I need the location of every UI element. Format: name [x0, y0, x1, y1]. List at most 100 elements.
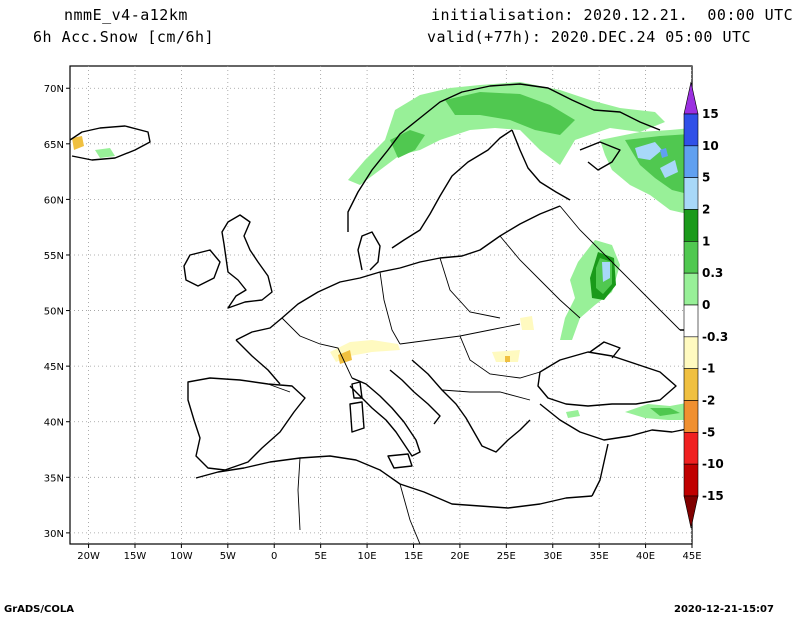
border-russia-west: [559, 205, 681, 331]
init-time: initialisation: 2020.12.21. 00:00 UTC: [431, 6, 794, 24]
lon-tick-label: 10W: [170, 551, 193, 562]
coastlines: [70, 83, 692, 509]
snow-area-scandinavia: [348, 82, 665, 185]
snow-shading: [72, 82, 692, 420]
coast-ireland: [183, 249, 221, 287]
snow-area-kola-top: [660, 148, 668, 158]
coast-great-britain: [221, 214, 273, 309]
colorbar-label: 0: [702, 298, 710, 312]
border-poland-east: [439, 257, 501, 319]
longitude-axis: 20W 15W 10W 5W 0 5E 10E 15E 20E 25E 30E 35E 40E 45E: [77, 544, 702, 562]
coast-sicily: [387, 453, 413, 469]
coast-baltic: [399, 205, 561, 269]
snow-area-kola-high2: [660, 160, 678, 178]
colorbar-segment: [683, 113, 699, 147]
snow-area-alps-neg: [338, 350, 352, 364]
lon-tick-label: 0: [271, 551, 277, 562]
lat-tick-label: 40N: [44, 418, 64, 429]
lat-tick-label: 65N: [44, 140, 64, 151]
coast-denmark: [357, 231, 381, 271]
colorbar-label: -1: [702, 362, 715, 376]
border-germany-poland: [379, 271, 401, 345]
snow-area-turkey: [566, 410, 580, 418]
colorbar-segment: [683, 241, 699, 274]
coast-black-sea: [537, 351, 677, 407]
coast-finland: [511, 129, 571, 201]
lon-tick-label: 10E: [358, 551, 377, 562]
colorbar-label: 15: [702, 107, 719, 121]
lon-tick-label: 15E: [404, 551, 423, 562]
colorbar-label: 5: [702, 171, 710, 185]
lat-tick-label: 60N: [44, 195, 64, 206]
model-name: nmmE_v4-a12km: [64, 6, 188, 24]
colorbar-segment: [683, 400, 699, 433]
lon-tick-label: 5W: [220, 551, 236, 562]
colorbar-arrow-bottom: [683, 495, 699, 529]
border-algeria: [297, 457, 301, 531]
coast-sweden-east: [391, 129, 513, 249]
lon-tick-label: 30E: [543, 551, 562, 562]
field-title: 6h Acc.Snow [cm/6h]: [33, 28, 215, 46]
coast-turkey: [539, 403, 692, 441]
coast-france-north: [235, 267, 401, 341]
lat-tick-label: 45N: [44, 362, 64, 373]
coast-corsica: [351, 381, 363, 399]
colorbar-segment: [683, 304, 699, 338]
colorbar-segment: [683, 272, 699, 306]
snow-area-kola-high: [635, 142, 662, 160]
valid-time: valid(+77h): 2020.DEC.24 05:00 UTC: [427, 28, 752, 46]
snow-area-iceland: [95, 148, 115, 158]
coast-crimea: [589, 341, 621, 359]
lon-tick-label: 40E: [636, 551, 655, 562]
colorbar-label: 2: [702, 203, 710, 217]
latitude-axis: 30N 35N 40N 45N 50N 55N 60N 65N 70N: [44, 84, 70, 540]
colorbar-segment: [683, 463, 699, 497]
lon-tick-label: 45E: [682, 551, 701, 562]
lat-tick-label: 30N: [44, 529, 64, 540]
coast-iceland: [70, 125, 151, 161]
lon-tick-label: 20W: [77, 551, 100, 562]
lon-tick-label: 20E: [450, 551, 469, 562]
lon-tick-label: 15W: [124, 551, 147, 562]
colorbar-label: 1: [702, 234, 710, 248]
colorbar-label: 10: [702, 139, 719, 153]
lon-tick-label: 35E: [590, 551, 609, 562]
colorbar-label: -10: [702, 457, 724, 471]
country-borders: [267, 205, 681, 544]
lat-tick-label: 35N: [44, 473, 64, 484]
coast-balkans: [411, 359, 531, 453]
coast-france-west: [235, 339, 281, 385]
border-balkans: [441, 389, 531, 401]
footer-software: GrADS/COLA: [4, 604, 74, 615]
lat-tick-label: 50N: [44, 307, 64, 318]
snow-area-carpathian: [520, 316, 534, 330]
snow-area-romania-neg: [505, 356, 510, 362]
coast-italy: [349, 377, 421, 457]
colorbar: 15 10 5 2 1 0.3 0 -0.3 -1 -2 -5 -10 -15: [683, 81, 728, 529]
map-frame: [69, 65, 693, 545]
coast-scandinavia: [347, 83, 661, 232]
snow-area-norway: [390, 130, 425, 158]
footer-timestamp: 2020-12-21-15:07: [674, 604, 774, 615]
lat-tick-label: 70N: [44, 84, 64, 95]
lon-tick-label: 25E: [497, 551, 516, 562]
border-france-east: [281, 317, 353, 379]
lon-tick-label: 5E: [314, 551, 327, 562]
coast-white-sea: [579, 141, 621, 171]
colorbar-segment: [683, 336, 699, 369]
coast-north-africa: [195, 455, 593, 509]
snow-area-caucasus-core: [650, 408, 680, 416]
border-spain-france: [267, 383, 291, 393]
colorbar-label: -15: [702, 489, 724, 503]
border-hungary-romania: [459, 335, 541, 379]
colorbar-label: -0.3: [702, 330, 728, 344]
snow-area-iceland-neg: [72, 136, 84, 150]
coast-italy-east: [389, 369, 441, 425]
coast-sardinia: [349, 401, 365, 433]
colorbar-label: -5: [702, 425, 715, 439]
snow-area-russia-max: [602, 262, 610, 282]
colorbar-segment: [683, 209, 699, 242]
colorbar-label: -2: [702, 394, 715, 408]
colorbar-segment: [683, 145, 699, 178]
